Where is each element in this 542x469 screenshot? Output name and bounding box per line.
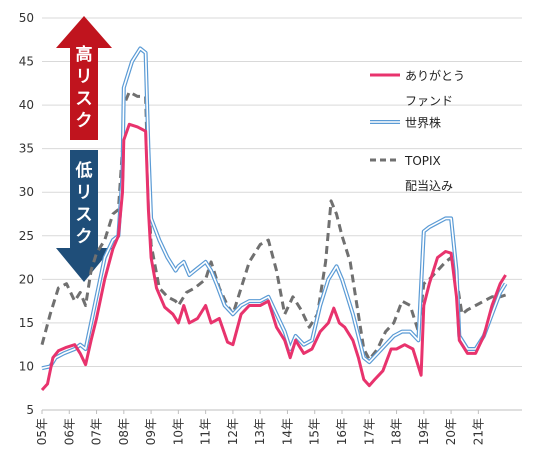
y-tick-label: 50 bbox=[19, 11, 34, 25]
y-tick-label: 20 bbox=[19, 272, 34, 286]
legend-label-1: 世界株 bbox=[405, 115, 441, 130]
x-tick-label: 08年 bbox=[117, 418, 131, 445]
x-tick-label: 10年 bbox=[171, 418, 185, 445]
x-tick-label: 06年 bbox=[62, 418, 76, 445]
legend-label-0: ありがとうファンド bbox=[405, 68, 465, 108]
y-tick-label: 10 bbox=[19, 359, 34, 373]
x-tick-label: 19年 bbox=[417, 418, 431, 445]
x-tick-label: 16年 bbox=[335, 418, 349, 445]
y-tick-label: 25 bbox=[19, 229, 34, 243]
y-tick-label: 45 bbox=[19, 55, 34, 69]
y-tick-label: 40 bbox=[19, 98, 34, 112]
x-tick-label: 07年 bbox=[90, 418, 104, 445]
y-tick-label: 30 bbox=[19, 185, 34, 199]
x-tick-label: 09年 bbox=[144, 418, 158, 445]
x-tick-label: 18年 bbox=[390, 418, 404, 445]
y-tick-label: 5 bbox=[26, 403, 34, 417]
series-lines bbox=[40, 46, 508, 392]
y-axis-ticks: 5 10 15 20 25 30 35 40 45 50 bbox=[19, 11, 34, 417]
legend-label-2: TOPIX 配当込み bbox=[404, 154, 453, 193]
x-tick-label: 21年 bbox=[471, 418, 485, 445]
y-tick-label: 15 bbox=[19, 316, 34, 330]
y-tick-label: 35 bbox=[19, 142, 34, 156]
x-tick-label: 05年 bbox=[35, 418, 49, 445]
risk-arrow-up bbox=[56, 16, 112, 140]
series-line-0 bbox=[40, 122, 507, 392]
x-tick-label: 13年 bbox=[253, 418, 267, 445]
risk-arrow-down-label: 低リスク bbox=[75, 160, 93, 247]
x-tick-label: 17年 bbox=[362, 418, 376, 445]
x-tick-label: 15年 bbox=[308, 418, 322, 445]
x-tick-label: 14年 bbox=[280, 418, 294, 445]
x-tick-label: 20年 bbox=[444, 418, 458, 445]
x-axis-ticks: 05年 06年 07年 08年 09年 10年 11年 12年 13年 14年 15年 16年 17年 1… bbox=[35, 410, 485, 445]
x-tick-label: 11年 bbox=[199, 418, 213, 445]
x-tick-label: 12年 bbox=[226, 418, 240, 445]
risk-arrow-up-label: 高リスク bbox=[76, 44, 93, 131]
